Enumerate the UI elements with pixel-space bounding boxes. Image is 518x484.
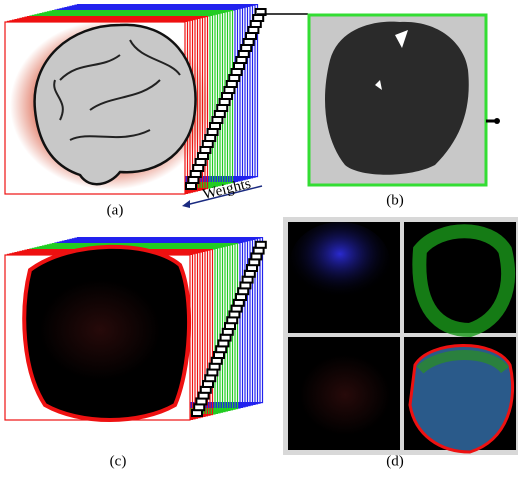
panel-b (309, 15, 500, 185)
panel-label: (a) (107, 202, 124, 218)
panel-label: (c) (110, 453, 127, 469)
weight-icon (256, 242, 266, 248)
panel-label: (d) (386, 453, 404, 469)
brain-image (10, 20, 210, 190)
map (40, 280, 160, 380)
panel-d (283, 217, 518, 455)
panel-label: (b) (386, 192, 404, 208)
figure: Weights (a) (b) (c) (d) (0, 0, 518, 484)
arrow-head (182, 200, 190, 208)
